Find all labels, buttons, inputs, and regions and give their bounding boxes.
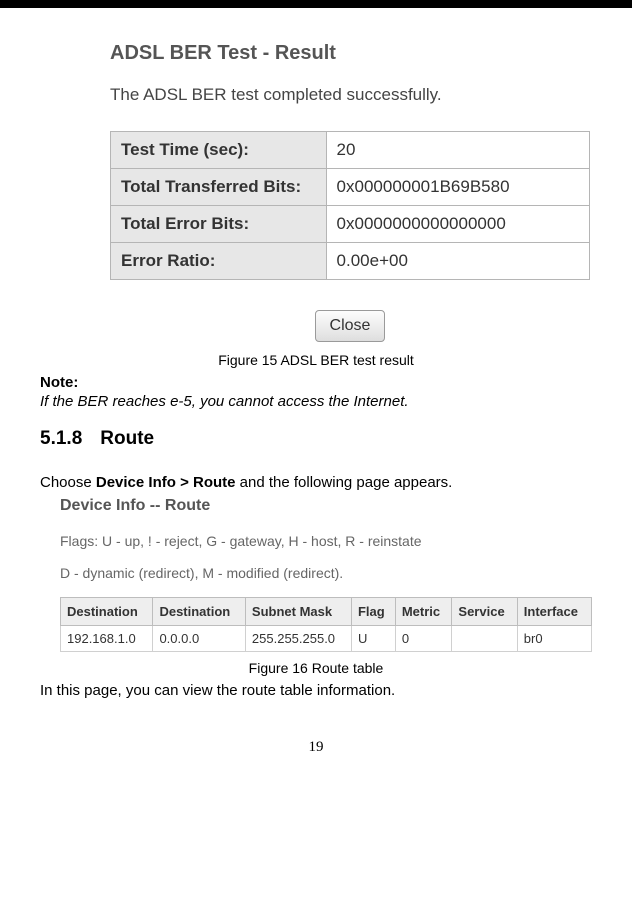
route-table: Destination Destination Subnet Mask Flag…: [60, 597, 592, 652]
ber-success-message: The ADSL BER test completed successfully…: [110, 85, 590, 105]
table-row: Total Error Bits: 0x0000000000000000: [111, 206, 590, 243]
route-intro-bold: Device Info > Route: [96, 474, 236, 491]
col-destination2: Destination: [153, 598, 245, 626]
route-panel-title: Device Info -- Route: [60, 497, 592, 515]
note-label: Note:: [40, 374, 592, 391]
after-route-text: In this page, you can view the route tab…: [40, 682, 592, 699]
ber-val: 0.00e+00: [326, 243, 589, 280]
ber-key: Total Error Bits:: [111, 206, 327, 243]
col-service: Service: [452, 598, 517, 626]
table-row: Total Transferred Bits: 0x000000001B69B5…: [111, 169, 590, 206]
ber-result-panel: ADSL BER Test - Result The ADSL BER test…: [110, 42, 590, 342]
cell: U: [351, 626, 395, 652]
route-intro: Choose Device Info > Route and the follo…: [40, 474, 592, 491]
section-number: 5.1.8: [40, 428, 95, 450]
col-metric: Metric: [395, 598, 452, 626]
figure-15-caption: Figure 15 ADSL BER test result: [40, 352, 592, 368]
ber-val: 0x000000001B69B580: [326, 169, 589, 206]
route-flags-line1: Flags: U - up, ! - reject, G - gateway, …: [60, 533, 592, 549]
top-black-bar: [0, 0, 632, 8]
ber-val: 0x0000000000000000: [326, 206, 589, 243]
route-panel: Device Info -- Route Flags: U - up, ! - …: [60, 497, 592, 652]
cell: 255.255.255.0: [245, 626, 351, 652]
figure-16-caption: Figure 16 Route table: [40, 660, 592, 676]
page-number: 19: [40, 739, 592, 756]
section-title: Route: [100, 428, 154, 449]
section-heading: 5.1.8 Route: [40, 428, 592, 450]
route-flags-line2: D - dynamic (redirect), M - modified (re…: [60, 565, 592, 581]
cell: 192.168.1.0: [61, 626, 153, 652]
table-row: Test Time (sec): 20: [111, 132, 590, 169]
route-intro-suffix: and the following page appears.: [236, 474, 453, 491]
cell: br0: [517, 626, 591, 652]
table-row: 192.168.1.0 0.0.0.0 255.255.255.0 U 0 br…: [61, 626, 592, 652]
ber-key: Total Transferred Bits:: [111, 169, 327, 206]
table-row: Error Ratio: 0.00e+00: [111, 243, 590, 280]
page-content: ADSL BER Test - Result The ADSL BER test…: [0, 18, 632, 776]
close-button[interactable]: Close: [315, 310, 386, 342]
ber-key: Test Time (sec):: [111, 132, 327, 169]
ber-table: Test Time (sec): 20 Total Transferred Bi…: [110, 131, 590, 280]
cell: 0.0.0.0: [153, 626, 245, 652]
col-destination1: Destination: [61, 598, 153, 626]
col-flag: Flag: [351, 598, 395, 626]
col-interface: Interface: [517, 598, 591, 626]
note-body: If the BER reaches e-5, you cannot acces…: [40, 393, 592, 410]
col-subnet: Subnet Mask: [245, 598, 351, 626]
ber-key: Error Ratio:: [111, 243, 327, 280]
ber-val: 20: [326, 132, 589, 169]
cell: [452, 626, 517, 652]
table-header-row: Destination Destination Subnet Mask Flag…: [61, 598, 592, 626]
ber-panel-title: ADSL BER Test - Result: [110, 42, 590, 65]
cell: 0: [395, 626, 452, 652]
route-intro-prefix: Choose: [40, 474, 96, 491]
